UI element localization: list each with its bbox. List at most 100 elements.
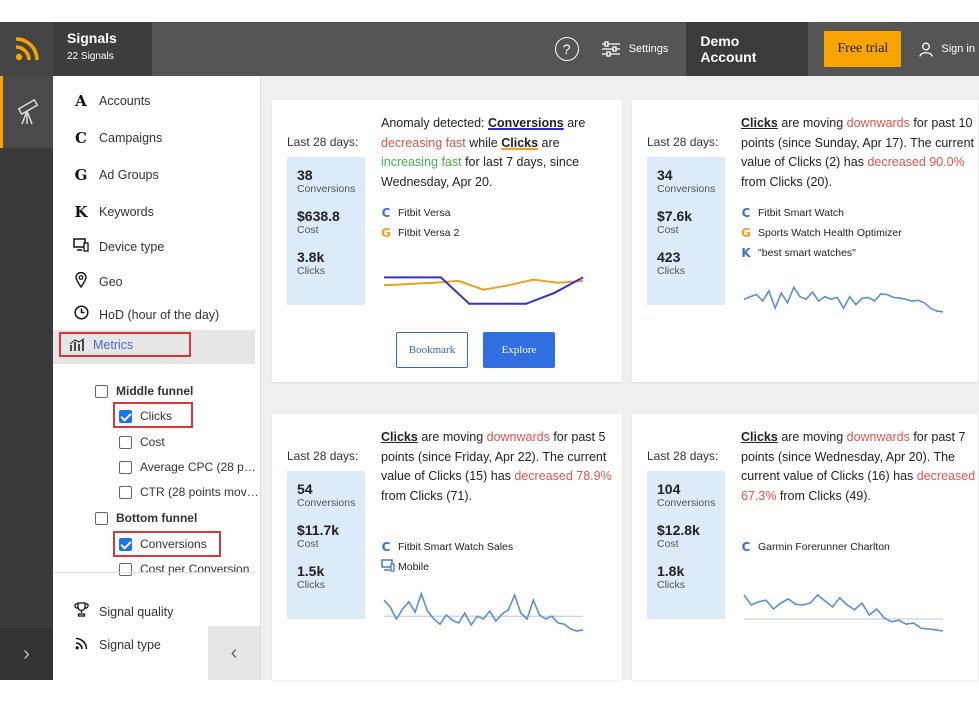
entity-label: Fitbit Versa (398, 207, 451, 219)
cost-checkbox[interactable]: Cost (119, 435, 165, 449)
sparkline-chart (743, 593, 944, 632)
ctr-label: CTR (28 points mov… (140, 485, 259, 499)
stat-value: $12.8k (657, 522, 700, 538)
signal-message: Clicks are moving downwards for past 7 p… (741, 428, 979, 506)
entity-campaign[interactable]: C Fitbit Smart Watch (741, 206, 844, 220)
stat-value: $638.8 (297, 208, 340, 224)
clicks-checkbox[interactable]: Clicks (119, 409, 172, 423)
ctr-checkbox[interactable]: CTR (28 points mov… (119, 485, 259, 499)
entity-label: Garmin Forerunner Charlton (758, 541, 890, 553)
campaign-icon: C (741, 206, 751, 220)
sidebar-item-ad-groups[interactable]: G Ad Groups (73, 166, 159, 184)
checkbox[interactable] (95, 384, 108, 398)
period-label: Last 28 days: (287, 449, 359, 463)
entity-campaign[interactable]: C Fitbit Smart Watch Sales (381, 540, 514, 554)
free-trial-button[interactable]: Free trial (824, 31, 902, 67)
sidebar-item-accounts[interactable]: A Accounts (73, 92, 150, 110)
stats-panel: 104 Conversions $12.8k Cost 1.8k Clicks (647, 471, 725, 619)
entity-label: Fitbit Smart Watch Sales (398, 541, 514, 553)
message-text: Anomaly detected: (381, 116, 489, 130)
trend-text: increasing fast (381, 155, 462, 169)
cost-per-conversion-label: Cost per Conversion (140, 562, 250, 576)
expand-chevron-icon[interactable]: › (0, 628, 53, 680)
telescope-icon[interactable] (0, 76, 53, 148)
metrics-chart-icon (69, 337, 85, 351)
entity-keyword[interactable]: K "best smart watches" (741, 246, 856, 260)
ad-group-icon: G (741, 226, 751, 240)
message-text: from Clicks (49). (776, 488, 871, 503)
sidebar-item-geo[interactable]: Geo (73, 271, 123, 292)
bottom-funnel-checkbox[interactable]: Bottom funnel (95, 511, 197, 525)
brand-block[interactable]: Signals 22 Signals (53, 22, 152, 76)
checkbox[interactable] (119, 537, 132, 551)
sparkline-chart (383, 591, 584, 632)
checkbox[interactable] (119, 460, 132, 474)
conversions-checkbox[interactable]: Conversions (119, 537, 207, 551)
explore-button[interactable]: Explore (483, 332, 555, 368)
signal-card: Last 28 days: 54 Conversions $11.7k Cost 1… (272, 414, 622, 680)
sidebar-item-device-type[interactable]: Device type (73, 238, 164, 256)
metric-link[interactable]: Clicks (741, 116, 778, 130)
average-cpc-checkbox[interactable]: Average CPC (28 p… (119, 460, 256, 474)
user-icon (919, 42, 934, 57)
stat-label: Conversions (297, 183, 356, 195)
stat-value: 423 (657, 249, 681, 265)
monitor-icon (381, 559, 395, 575)
average-cpc-label: Average CPC (28 p… (140, 460, 256, 474)
keywords-icon: K (74, 203, 88, 221)
clicks-series-line (743, 593, 944, 632)
sidebar-item-label: Accounts (99, 94, 151, 108)
checkbox[interactable] (119, 562, 132, 576)
stat-value: 1.5k (297, 563, 325, 579)
metric-link[interactable]: Conversions (488, 116, 564, 130)
metric-link[interactable]: Clicks (741, 430, 778, 444)
stat-label: Clicks (657, 579, 685, 591)
entity-campaign[interactable]: C Garmin Forerunner Charlton (741, 540, 890, 554)
stat-label: Cost (657, 538, 679, 550)
checkbox[interactable] (95, 511, 108, 525)
conversions-label: Conversions (140, 537, 207, 551)
sidebar-item-label: Keywords (99, 205, 154, 219)
cost-per-conversion-checkbox[interactable]: Cost per Conversion (119, 562, 249, 576)
entity-device[interactable]: Mobile (381, 559, 429, 575)
checkbox[interactable] (119, 435, 132, 449)
stat-value: 54 (297, 481, 313, 497)
cost-label: Cost (140, 435, 165, 449)
sidebar-item-metrics[interactable]: Metrics (53, 330, 255, 364)
sidebar-item-signal-quality[interactable]: Signal quality (73, 602, 173, 621)
sidebar-item-signal-type[interactable]: Signal type (73, 636, 161, 654)
stat-label: Conversions (657, 497, 716, 509)
geo-pin-icon (73, 271, 89, 292)
entity-label: Fitbit Versa 2 (398, 227, 460, 239)
rss-logo-icon[interactable] (0, 22, 53, 76)
collapse-chevron-icon[interactable]: ‹ (208, 626, 260, 680)
help-icon[interactable]: ? (554, 37, 579, 61)
stat-value: 3.8k (297, 249, 325, 265)
entity-ad-group[interactable]: G Sports Watch Health Optimizer (741, 226, 902, 240)
stats-panel: 34 Conversions $7.6k Cost 423 Clicks (647, 157, 725, 305)
sign-in-button[interactable]: Sign in (919, 42, 975, 57)
checkbox[interactable] (119, 409, 132, 423)
sparkline-chart (383, 276, 584, 305)
sidebar-item-campaigns[interactable]: C Campaigns (73, 129, 162, 147)
checkbox[interactable] (119, 485, 132, 499)
account-button[interactable]: Demo Account (686, 22, 809, 76)
stat-label: Clicks (297, 265, 325, 277)
bookmark-button[interactable]: Bookmark (396, 332, 468, 368)
top-bar: Signals 22 Signals ? Settings Demo Accou… (0, 22, 979, 76)
trophy-icon (73, 602, 89, 621)
metric-link[interactable]: Clicks (381, 430, 418, 444)
sidebar-item-keywords[interactable]: K Keywords (73, 203, 154, 221)
entity-campaign[interactable]: C Fitbit Versa (381, 206, 451, 220)
settings-button[interactable]: Settings (601, 41, 668, 57)
stat-label: Clicks (657, 265, 685, 277)
signal-card: Last 28 days: 34 Conversions $7.6k Cost 42… (632, 100, 978, 382)
sidebar-item-hod[interactable]: HoD (hour of the day) (73, 305, 219, 324)
trend-text: decreased 90.0% (867, 155, 965, 169)
metric-link[interactable]: Clicks (501, 135, 539, 150)
entity-ad-group[interactable]: G Fitbit Versa 2 (381, 226, 459, 240)
middle-funnel-checkbox[interactable]: Middle funnel (95, 384, 193, 398)
keyword-icon: K (741, 246, 751, 260)
stat-label: Conversions (657, 183, 716, 195)
message-text: from Clicks (71). (381, 488, 472, 503)
